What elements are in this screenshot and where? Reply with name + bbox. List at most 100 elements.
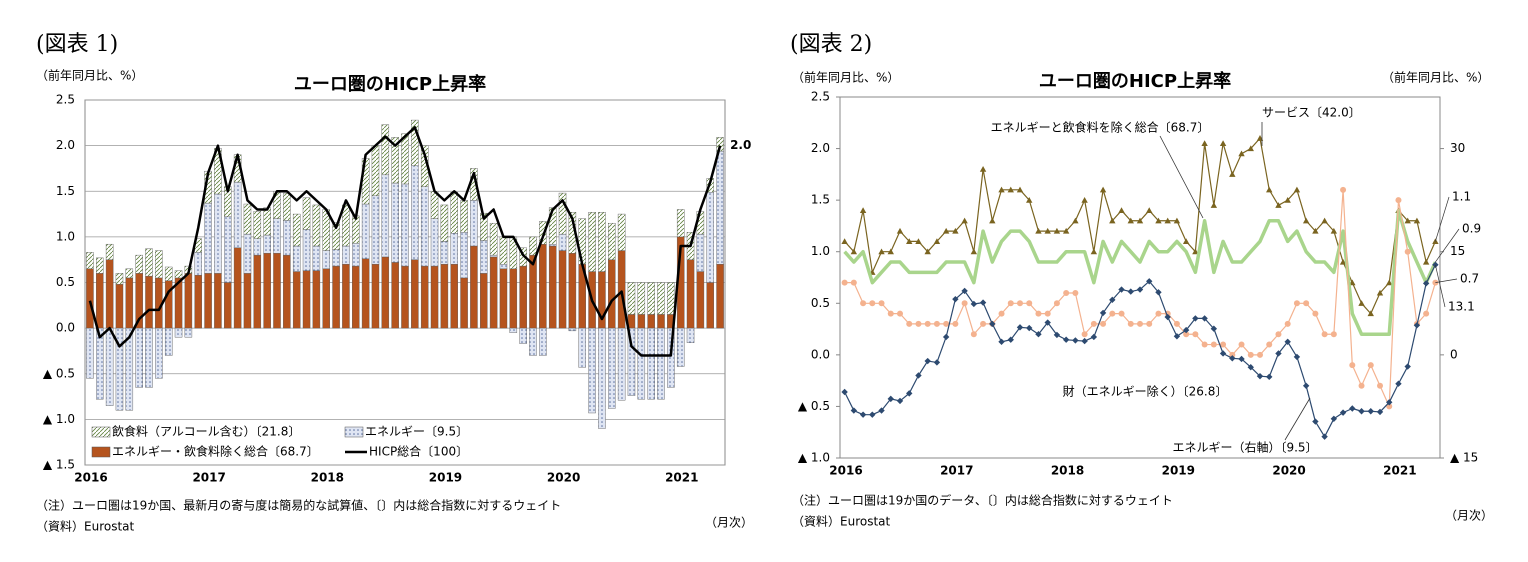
marker [1257, 351, 1263, 358]
marker [1367, 310, 1374, 317]
bar [312, 204, 321, 247]
marker [1229, 171, 1236, 177]
marker [1395, 197, 1402, 204]
series-label: エネルギーと飲食料を除く総合〔68.7〕 [991, 120, 1210, 135]
bar [627, 282, 636, 315]
marker [887, 248, 894, 255]
bar [608, 327, 616, 409]
bar [263, 234, 271, 254]
marker [1219, 140, 1227, 146]
x-tick-label: 2016 [74, 471, 107, 485]
marker [1422, 280, 1430, 287]
marker [887, 310, 894, 317]
bar [322, 250, 330, 270]
marker [1007, 336, 1014, 343]
x-tick-label: 2020 [1272, 464, 1305, 478]
bar [460, 277, 468, 329]
bar [480, 273, 488, 329]
marker [1081, 331, 1088, 338]
y2-tick-label: 0 [1450, 347, 1458, 361]
marker [1137, 320, 1143, 327]
x-unit: （月次） [705, 516, 753, 530]
legend-box [88, 422, 508, 462]
bar [637, 327, 646, 400]
x-tick-label: 2016 [829, 464, 862, 478]
bar [529, 254, 537, 329]
marker [1312, 418, 1319, 425]
bar [352, 265, 360, 329]
bar [608, 222, 616, 260]
note: （注）ユーロ圏は19か国、最新月の寄与度は簡易的な試算値、〔〕内は総合指数に対す… [36, 498, 561, 513]
bar [529, 327, 537, 356]
bar [539, 327, 547, 356]
bar [539, 243, 547, 329]
marker [1081, 196, 1088, 203]
bar [598, 212, 606, 272]
marker [896, 397, 904, 405]
marker [1182, 238, 1190, 244]
bar [174, 270, 183, 279]
bar [243, 273, 252, 329]
marker [1330, 415, 1338, 423]
legend-label: HICP総合〔100〕 [369, 444, 468, 459]
bar [371, 195, 380, 265]
bar [617, 327, 626, 401]
marker [1330, 331, 1337, 338]
bar [391, 137, 399, 184]
figure-header: (図表 1) [36, 32, 118, 57]
bar [509, 327, 518, 333]
marker [1339, 258, 1347, 265]
marker [1302, 382, 1310, 389]
bar [440, 204, 449, 242]
bar [332, 249, 340, 267]
bar [499, 236, 508, 265]
marker [1238, 341, 1245, 348]
bar [519, 265, 527, 329]
bar [86, 268, 94, 329]
bar [667, 327, 675, 388]
bar [627, 327, 636, 396]
marker [1026, 300, 1033, 307]
legend-swatch [91, 446, 111, 458]
marker [1238, 150, 1245, 157]
bar [440, 264, 449, 329]
marker [998, 338, 1005, 345]
marker [1118, 310, 1125, 317]
marker [1035, 227, 1042, 234]
marker [970, 248, 978, 255]
bar [233, 181, 242, 249]
y-tick-label: 2.0 [56, 138, 75, 152]
marker [1173, 333, 1181, 340]
marker [1404, 248, 1411, 255]
marker [1201, 315, 1208, 322]
bar [204, 273, 212, 329]
marker [952, 320, 959, 327]
data-label: 0.7 [1460, 272, 1479, 286]
x-tick-label: 2017 [940, 464, 973, 478]
marker [1367, 362, 1374, 369]
x-tick-label: 2019 [429, 471, 462, 485]
marker [952, 227, 959, 234]
marker [1136, 286, 1144, 293]
bar [401, 265, 409, 329]
bar [164, 266, 173, 281]
bar [617, 213, 626, 251]
bar [243, 203, 252, 235]
legend-swatch [344, 426, 364, 438]
marker [841, 279, 848, 286]
bar [706, 282, 714, 329]
y-tick-label: 1.5 [811, 193, 830, 207]
bar [302, 229, 311, 271]
marker [850, 407, 858, 414]
bar [411, 259, 419, 329]
y2-tick-label: 15 [1450, 244, 1465, 258]
bar [381, 124, 390, 176]
bar [253, 211, 262, 239]
bar [125, 268, 134, 279]
bar [332, 265, 340, 329]
marker [943, 320, 950, 327]
legend-label: エネルギー・飲食料除く総合〔68.7〕 [112, 444, 319, 459]
marker [1164, 313, 1171, 321]
bar [194, 252, 202, 276]
